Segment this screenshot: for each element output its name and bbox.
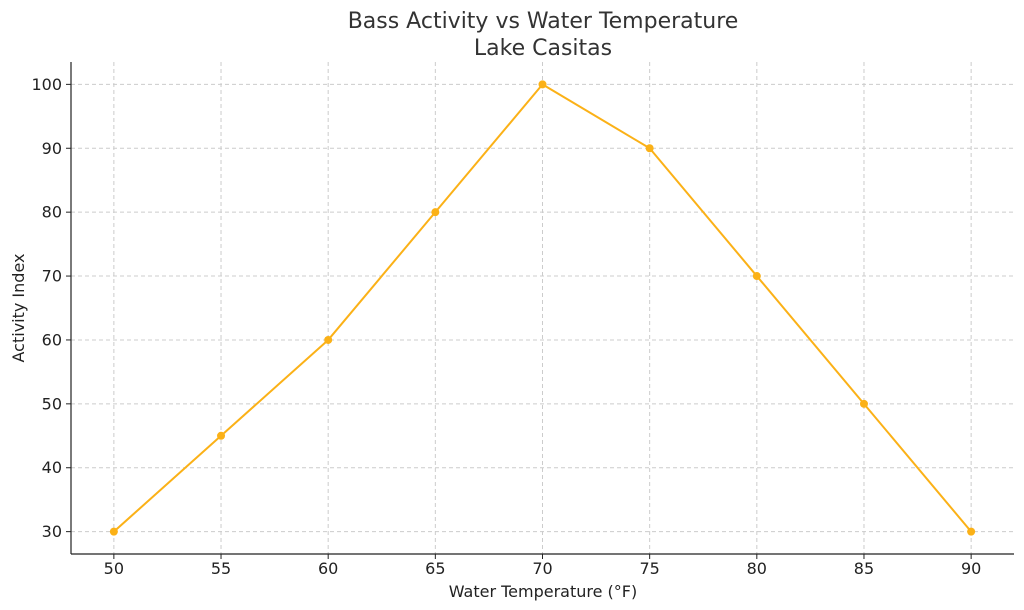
data-point [538,80,547,89]
x-tick-label: 85 [854,559,874,578]
x-axis-label: Water Temperature (°F) [449,582,638,601]
series-layer [109,80,976,536]
x-tick-label: 60 [318,559,338,578]
x-tick-label: 90 [961,559,981,578]
data-point [217,431,226,440]
chart-title: Bass Activity vs Water Temperature [348,9,739,34]
y-tick-label: 80 [42,203,62,222]
y-tick-label: 40 [42,458,62,477]
y-tick-label: 30 [42,522,62,541]
y-tick-label: 60 [42,330,62,349]
data-point [324,335,333,344]
grid-lines [71,62,1014,554]
x-tick-label: 75 [639,559,659,578]
data-point [109,527,118,536]
x-tick-label: 65 [425,559,445,578]
x-axis-ticks: 50 55 60 65 70 75 80 85 90 [104,554,981,578]
data-point [431,208,440,217]
x-tick-label: 50 [104,559,124,578]
y-tick-label: 50 [42,394,62,413]
x-tick-label: 55 [211,559,231,578]
x-tick-label: 80 [747,559,767,578]
y-tick-label: 90 [42,139,62,158]
y-tick-label: 70 [42,267,62,286]
data-point [859,399,868,408]
y-tick-label: 100 [31,75,62,94]
data-point [967,527,976,536]
x-tick-label: 70 [532,559,552,578]
y-axis-label: Activity Index [9,254,28,363]
data-point [645,144,654,153]
y-axis-ticks: 30 40 50 60 70 80 90 100 [31,75,71,541]
chart-subtitle: Lake Casitas [474,36,612,61]
data-point [752,272,761,281]
